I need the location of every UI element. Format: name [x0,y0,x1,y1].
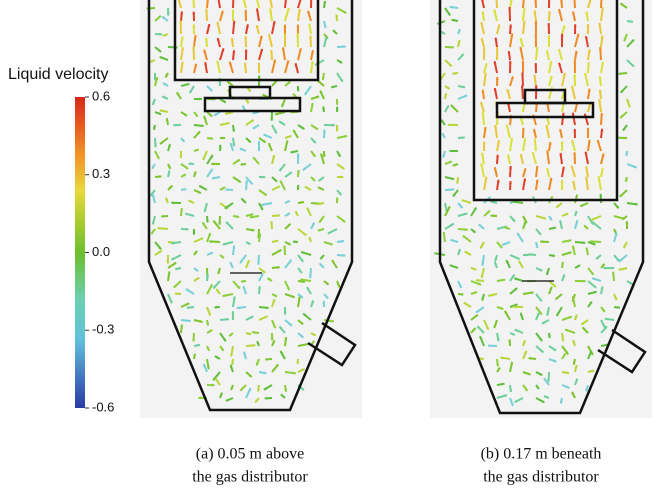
colorbar-tick-label: 0.3 [92,166,110,181]
velocity-arrow [193,0,194,8]
figure: Liquid velocity 0.6 0.3 0.0 -0.3 -0.6 (a) 0.… [0,0,657,494]
panel-b-bg [430,0,652,418]
colorbar [75,97,85,408]
velocity-arrow [561,0,562,8]
caption-line: the gas distributor [192,469,308,486]
colorbar-tick-label: -0.3 [92,322,114,337]
colorbar-tick-label: 0.0 [92,244,110,259]
page: Liquid velocity 0.6 0.3 0.0 -0.3 -0.6 (a) 0.… [0,0,657,494]
colorbar-ticks: 0.6 0.3 0.0 -0.3 -0.6 [85,88,114,414]
colorbar-title: Liquid velocity [8,66,109,83]
velocity-arrow [574,0,575,8]
caption-line: the gas distributor [483,469,599,486]
velocity-arrow [496,0,497,8]
colorbar-tick-label: 0.6 [92,88,110,103]
velocity-arrow [523,0,524,8]
caption-line: (b) 0.17 m beneath [481,446,602,463]
caption-line: (a) 0.05 m above [196,446,304,463]
colorbar-tick-label: -0.6 [92,399,114,414]
velocity-arrow [285,0,286,8]
velocity-arrow [601,0,602,8]
